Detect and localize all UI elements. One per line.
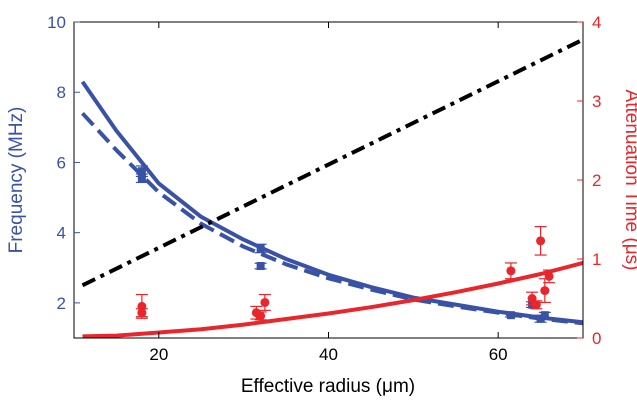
right-y-tick-label: 1 bbox=[592, 250, 601, 269]
left-y-tick-label: 10 bbox=[47, 13, 66, 32]
right-y-tick-label: 2 bbox=[592, 171, 601, 190]
series-line-1-dashed bbox=[81, 111, 583, 326]
left-y-tick-label: 6 bbox=[57, 153, 66, 172]
right-y-tick-label: 3 bbox=[592, 92, 601, 111]
left-y-tick-label: 4 bbox=[57, 224, 66, 243]
data-point-circle bbox=[506, 266, 516, 276]
right-y-tick-label: 4 bbox=[592, 13, 601, 32]
left-y-tick-label: 2 bbox=[57, 294, 66, 313]
x-tick-label: 20 bbox=[149, 345, 168, 364]
left-axis-title: Frequency (MHz) bbox=[6, 107, 27, 254]
ticks-layer: 20 40 60 2 4 6 8 10 0 1 2 3 4 bbox=[47, 13, 601, 364]
right-axis-title: Attenuation Time (μs) bbox=[621, 90, 637, 271]
data-point-square bbox=[540, 311, 549, 320]
x-tick-label: 40 bbox=[319, 345, 338, 364]
plot-frame bbox=[73, 21, 584, 339]
data-point-circle bbox=[540, 286, 550, 296]
series-layer bbox=[80, 37, 583, 338]
series-line-2-dashdot bbox=[81, 37, 583, 288]
left-y-tick-label: 8 bbox=[57, 83, 66, 102]
data-point-circle bbox=[260, 297, 270, 307]
series-line-0-solid bbox=[80, 80, 583, 325]
right-y-tick-label: 0 bbox=[592, 329, 601, 348]
data-point-circle bbox=[531, 300, 541, 310]
data-point-circle bbox=[536, 236, 546, 246]
x-tick-label: 60 bbox=[489, 345, 508, 364]
data-point-square bbox=[536, 314, 545, 323]
data-point-square bbox=[137, 167, 146, 176]
data-point-circle bbox=[256, 311, 266, 321]
data-point-square bbox=[256, 262, 265, 271]
data-point-circle bbox=[544, 271, 554, 281]
data-point-square bbox=[506, 311, 515, 320]
data-point-square bbox=[256, 244, 265, 253]
data-point-square bbox=[137, 174, 146, 183]
x-axis-title: Effective radius (μm) bbox=[241, 376, 415, 397]
data-point-circle bbox=[137, 308, 147, 318]
